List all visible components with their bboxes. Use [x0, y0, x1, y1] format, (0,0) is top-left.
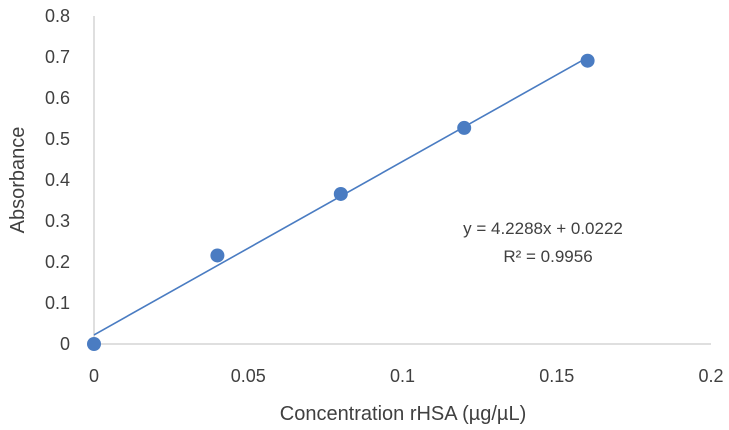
data-point: [580, 53, 595, 68]
data-point: [333, 186, 348, 201]
y-tick-label: 0.8: [45, 6, 70, 26]
y-tick-label: 0.7: [45, 47, 70, 67]
y-axis-title: Absorbance: [7, 127, 29, 234]
data-point: [457, 120, 472, 135]
x-axis-title: Concentration rHSA (µg/µL): [280, 403, 526, 425]
data-point: [87, 337, 101, 351]
y-tick-label: 0.5: [45, 129, 70, 149]
data-point: [210, 248, 225, 263]
x-tick-label: 0.1: [390, 366, 415, 386]
y-tick-label: 0.1: [45, 293, 70, 313]
tick-labels: 0 0.1 0.2 0.3 0.4 0.5 0.6 0.7 0.8 0 0.05 0.1 0.15 0.2: [45, 6, 724, 386]
x-tick-label: 0.15: [539, 366, 574, 386]
x-tick-label: 0: [89, 366, 99, 386]
trendline-r-squared: R² = 0.9956: [503, 247, 592, 266]
y-tick-label: 0.2: [45, 252, 70, 272]
y-tick-label: 0.6: [45, 88, 70, 108]
x-tick-label: 0.2: [698, 366, 723, 386]
y-tick-label: 0: [60, 334, 70, 354]
y-tick-label: 0.3: [45, 211, 70, 231]
data-points: [87, 53, 595, 351]
x-tick-label: 0.05: [231, 366, 266, 386]
axes: [93, 16, 711, 345]
trendline-equation: y = 4.2288x + 0.0222: [463, 219, 623, 238]
y-tick-label: 0.4: [45, 170, 70, 190]
